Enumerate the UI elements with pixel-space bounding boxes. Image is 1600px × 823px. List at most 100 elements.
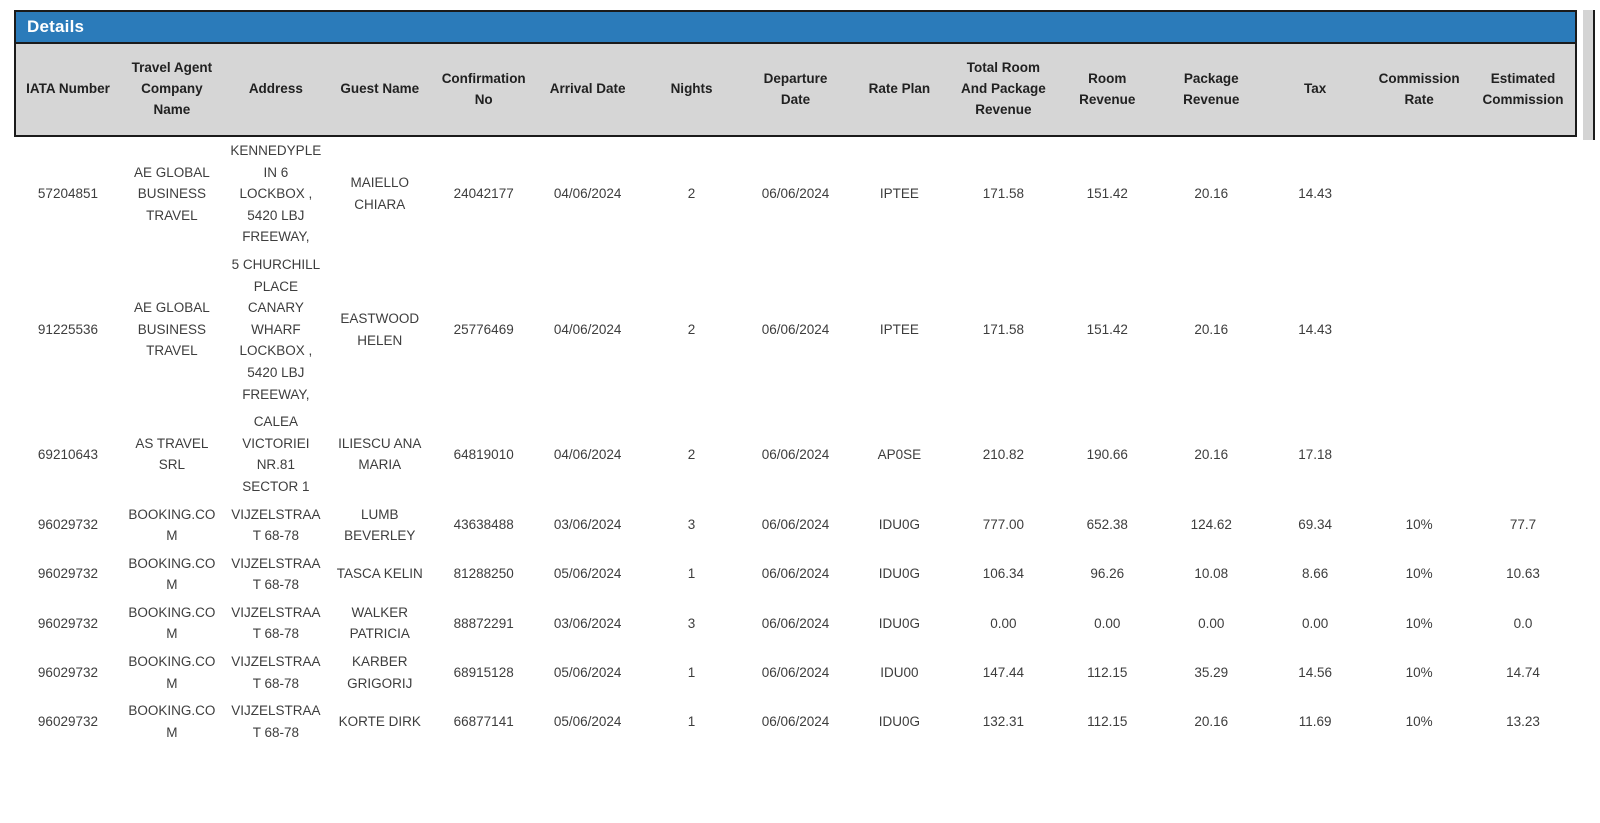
cell-tax: 14.56: [1298, 664, 1333, 680]
cell-iata_number: 69210643: [37, 446, 98, 462]
cell-travel_agent_company_name: BOOKING.COM: [128, 604, 216, 642]
cell-arrival_date: 03/06/2024: [553, 517, 622, 533]
cell-rate_plan: AP0SE: [877, 446, 922, 462]
cell-package_revenue: 0.00: [1198, 615, 1225, 631]
cell-address: CALEA VICTORIEI NR.81 SECTOR 1: [242, 414, 310, 494]
column-header-room_revenue[interactable]: Room Revenue: [1079, 70, 1136, 107]
cell-address: VIJZELSTRAAT 68-78: [231, 555, 321, 593]
cell-iata_number: 57204851: [37, 186, 98, 202]
cell-arrival_date: 04/06/2024: [553, 186, 622, 202]
cell-address: KENNEDYPLEIN 6 LOCKBOX , 5420 LBJ FREEWA…: [230, 143, 322, 245]
cell-rate_plan: IDU00: [880, 664, 919, 680]
cell-room_revenue: 0.00: [1094, 615, 1121, 631]
table-row: 96029732 BOOKING.COM VIJZELSTRAAT 68-78 TAS…: [16, 549, 1575, 599]
clipped-header-edge-strip: [1583, 10, 1595, 140]
column-header-travel_agent_company_name[interactable]: Travel Agent Company Name: [131, 60, 213, 117]
cell-confirmation_no: 25776469: [453, 321, 514, 337]
cell-travel_agent_company_name: BOOKING.COM: [128, 506, 216, 544]
cell-package_revenue: 20.16: [1194, 446, 1229, 462]
table-row: 96029732 BOOKING.COM VIJZELSTRAAT 68-78 KAR…: [16, 648, 1575, 698]
cell-confirmation_no: 24042177: [453, 186, 514, 202]
cell-travel_agent_company_name: AE GLOBAL BUSINESS TRAVEL: [133, 164, 210, 223]
cell-departure_date: 06/06/2024: [761, 321, 830, 337]
cell-total_room_and_package_revenue: 147.44: [982, 664, 1024, 680]
column-header-arrival_date[interactable]: Arrival Date: [549, 81, 626, 97]
cell-rate_plan: IPTEE: [879, 321, 919, 337]
cell-estimated_commission: 0.0: [1513, 615, 1533, 631]
cell-arrival_date: 04/06/2024: [553, 446, 622, 462]
cell-estimated_commission: 14.74: [1506, 664, 1540, 680]
cell-departure_date: 06/06/2024: [761, 714, 830, 730]
cell-address: 5 CHURCHILL PLACE CANARY WHARF LOCKBOX ,…: [231, 256, 321, 402]
cell-travel_agent_company_name: AS TRAVEL SRL: [135, 435, 209, 473]
cell-guest_name: KARBER GRIGORIJ: [347, 654, 413, 691]
column-header-address[interactable]: Address: [248, 81, 303, 97]
cell-travel_agent_company_name: BOOKING.COM: [128, 555, 216, 593]
cell-guest_name: MAIELLO CHIARA: [350, 175, 410, 212]
cell-confirmation_no: 81288250: [453, 566, 514, 582]
column-header-total_room_and_package_revenue[interactable]: Total Room And Package Revenue: [960, 60, 1046, 117]
cell-iata_number: 96029732: [37, 517, 98, 533]
column-header-iata_number[interactable]: IATA Number: [26, 81, 110, 97]
cell-commission_rate: 10%: [1405, 566, 1433, 582]
cell-estimated_commission: 13.23: [1506, 714, 1540, 730]
cell-package_revenue: 20.16: [1194, 186, 1229, 202]
cell-arrival_date: 03/06/2024: [553, 615, 622, 631]
cell-package_revenue: 10.08: [1194, 566, 1229, 582]
cell-room_revenue: 652.38: [1086, 517, 1128, 533]
cell-nights: 1: [687, 566, 696, 582]
cell-nights: 1: [687, 714, 696, 730]
column-header-guest_name[interactable]: Guest Name: [340, 81, 420, 97]
cell-commission_rate: [1367, 251, 1471, 408]
cell-total_room_and_package_revenue: 0.00: [990, 615, 1017, 631]
cell-address: VIJZELSTRAAT 68-78: [231, 604, 321, 642]
cell-travel_agent_company_name: BOOKING.COM: [128, 703, 216, 740]
cell-guest_name: TASCA KELIN: [336, 566, 423, 582]
column-header-nights[interactable]: Nights: [670, 81, 713, 97]
cell-commission_rate: 10%: [1405, 615, 1433, 631]
details-title-bar: Details: [16, 12, 1575, 44]
cell-tax: 8.66: [1302, 566, 1329, 582]
cell-travel_agent_company_name: BOOKING.COM: [128, 654, 216, 691]
cell-commission_rate: 10%: [1405, 714, 1433, 730]
cell-iata_number: 96029732: [37, 615, 98, 631]
cell-rate_plan: IDU0G: [878, 615, 921, 631]
cell-room_revenue: 190.66: [1086, 446, 1128, 462]
cell-address: VIJZELSTRAAT 68-78: [231, 654, 321, 691]
table-row: 96029732 BOOKING.COM VIJZELSTRAAT 68-78 LUM…: [16, 500, 1575, 550]
table-header-box: Details IATA Number Travel Agent Company …: [14, 10, 1577, 137]
column-header-package_revenue[interactable]: Package Revenue: [1183, 70, 1240, 107]
cell-rate_plan: IDU0G: [878, 566, 921, 582]
table-body: 57204851 AE GLOBAL BUSINESS TRAVEL KENNEDY…: [14, 137, 1577, 747]
cell-tax: 17.18: [1298, 446, 1333, 462]
cell-confirmation_no: 66877141: [453, 714, 514, 730]
cell-departure_date: 06/06/2024: [761, 446, 830, 462]
cell-iata_number: 96029732: [37, 566, 98, 582]
column-header-confirmation_no[interactable]: Confirmation No: [441, 70, 526, 107]
cell-arrival_date: 05/06/2024: [553, 566, 622, 582]
cell-departure_date: 06/06/2024: [761, 615, 830, 631]
column-header-estimated_commission[interactable]: Estimated Commission: [1482, 70, 1564, 107]
cell-departure_date: 06/06/2024: [761, 664, 830, 680]
cell-nights: 1: [687, 664, 696, 680]
cell-confirmation_no: 64819010: [453, 446, 514, 462]
table-row: 91225536 AE GLOBAL BUSINESS TRAVEL 5 CHURC…: [16, 250, 1575, 409]
cell-rate_plan: IDU0G: [878, 517, 921, 533]
cell-departure_date: 06/06/2024: [761, 517, 830, 533]
cell-total_room_and_package_revenue: 171.58: [982, 321, 1024, 337]
column-header-row: IATA Number Travel Agent Company Name Addr…: [16, 44, 1575, 135]
cell-rate_plan: IPTEE: [879, 186, 919, 202]
cell-estimated_commission: 10.63: [1506, 566, 1540, 582]
cell-nights: 2: [687, 186, 696, 202]
cell-guest_name: EASTWOOD HELEN: [340, 310, 420, 348]
column-header-departure_date[interactable]: Departure Date: [763, 70, 828, 107]
column-header-commission_rate[interactable]: Commission Rate: [1378, 70, 1460, 107]
column-header-rate_plan[interactable]: Rate Plan: [868, 81, 931, 97]
cell-room_revenue: 151.42: [1086, 321, 1128, 337]
cell-package_revenue: 35.29: [1194, 664, 1229, 680]
cell-tax: 14.43: [1298, 321, 1333, 337]
column-header-tax[interactable]: Tax: [1304, 81, 1327, 97]
cell-tax: 14.43: [1298, 186, 1333, 202]
table-row: 69210643 AS TRAVEL SRL CALEA VICTORIEI NR.…: [16, 408, 1575, 501]
cell-package_revenue: 20.16: [1194, 321, 1229, 337]
